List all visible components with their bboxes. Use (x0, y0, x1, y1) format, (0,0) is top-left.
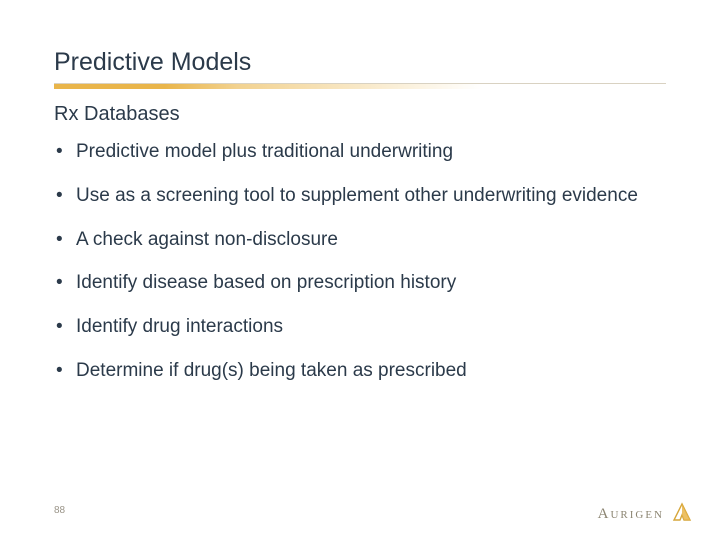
bullet-item: A check against non-disclosure (54, 228, 649, 252)
bullet-item: Identify drug interactions (54, 315, 649, 339)
title-underline (54, 83, 666, 89)
bullet-item: Determine if drug(s) being taken as pres… (54, 359, 649, 383)
logo-text: Aurigen (598, 506, 664, 523)
slide-title: Predictive Models (54, 48, 666, 81)
slide-subtitle: Rx Databases (54, 103, 666, 126)
bullet-item: Predictive model plus traditional underw… (54, 140, 649, 164)
logo-icon (670, 502, 694, 526)
bullet-list: Predictive model plus traditional underw… (54, 140, 666, 383)
bullet-item: Identify disease based on prescription h… (54, 271, 649, 295)
bullet-item: Use as a screening tool to supplement ot… (54, 184, 649, 208)
logo: Aurigen (598, 502, 694, 526)
slide: Predictive Models Rx Databases Predictiv… (0, 0, 720, 540)
page-number: 88 (54, 505, 65, 516)
